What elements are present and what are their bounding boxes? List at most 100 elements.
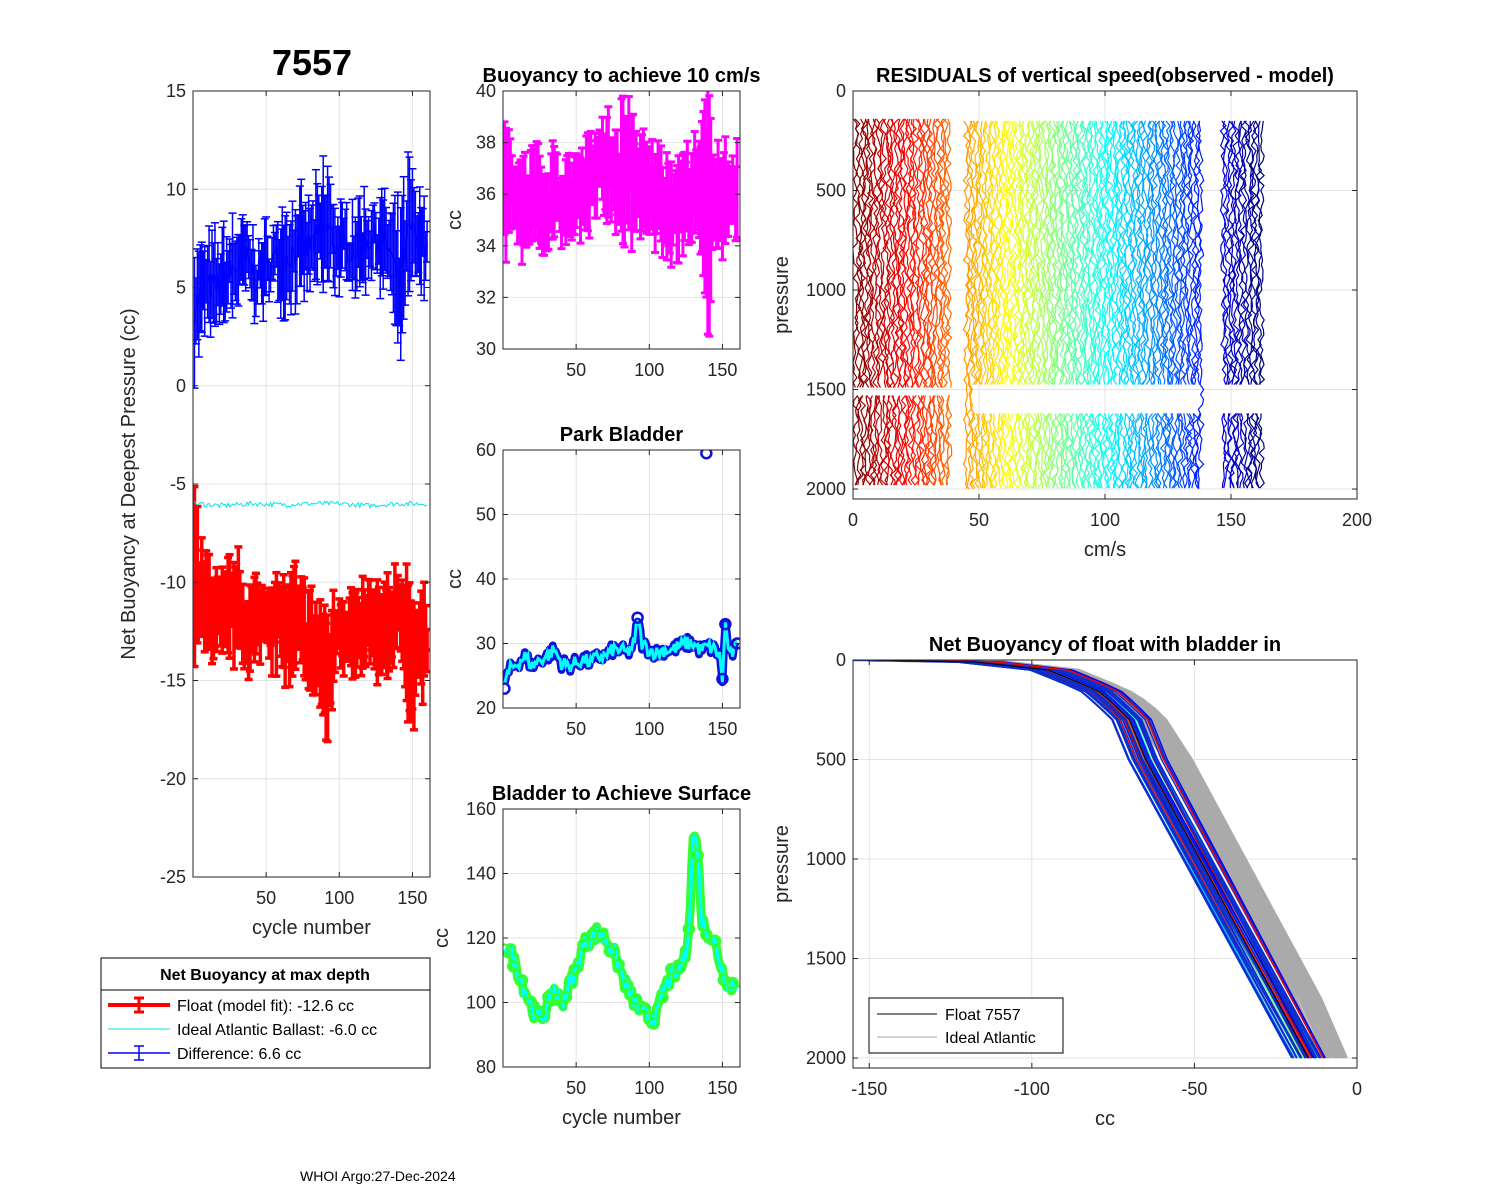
residual-profile bbox=[1257, 120, 1266, 386]
park-bladder-axes: 50 100 150 20 30 40 50 60 Park Bladder cc bbox=[444, 424, 741, 739]
data-point bbox=[594, 928, 608, 941]
residual-profile bbox=[1093, 413, 1101, 489]
data-point bbox=[647, 1017, 660, 1030]
residual-profile bbox=[1239, 120, 1248, 385]
data-point bbox=[621, 978, 634, 992]
residual-profile bbox=[1041, 412, 1049, 489]
float-profile bbox=[891, 660, 1324, 1059]
residual-profile bbox=[1028, 413, 1036, 489]
residual-profile bbox=[1001, 413, 1008, 489]
residual-profile bbox=[1144, 413, 1151, 489]
y-tick-label: 500 bbox=[816, 750, 846, 770]
residual-profile bbox=[1222, 120, 1230, 385]
data-point bbox=[515, 974, 529, 987]
residual-profile bbox=[1103, 120, 1112, 385]
y-tick-label: -10 bbox=[160, 572, 186, 592]
residual-profile bbox=[1025, 120, 1034, 385]
residual-profile bbox=[1106, 120, 1114, 385]
plot-content bbox=[853, 118, 1266, 490]
y-tick-label: 120 bbox=[466, 928, 496, 948]
residual-profile bbox=[1131, 413, 1139, 489]
residual-profile bbox=[1066, 412, 1074, 489]
residual-profile bbox=[1101, 413, 1109, 489]
residual-profile bbox=[1051, 413, 1059, 489]
legend2-float-label: Float 7557 bbox=[945, 1007, 1021, 1024]
residual-profile bbox=[859, 118, 867, 388]
y-tick-label: -20 bbox=[160, 769, 186, 789]
residual-profile bbox=[1015, 120, 1023, 385]
data-point bbox=[503, 682, 511, 695]
x-tick-label: 50 bbox=[566, 1078, 586, 1098]
residual-profile bbox=[973, 413, 981, 489]
chart-title: Buoyancy to achieve 10 cm/s bbox=[483, 65, 761, 87]
float-profile bbox=[898, 660, 1326, 1059]
y-tick-label: 32 bbox=[476, 287, 496, 307]
data-point bbox=[656, 991, 669, 1004]
data-point bbox=[673, 961, 687, 974]
residual-profile bbox=[1255, 120, 1263, 385]
float-profile bbox=[853, 660, 1302, 1059]
residual-profile bbox=[1164, 120, 1172, 385]
data-point bbox=[629, 992, 643, 1006]
residual-profile bbox=[1194, 120, 1202, 385]
plot-content bbox=[503, 831, 740, 1030]
series-line-buoyancy bbox=[503, 155, 739, 223]
residual-profile bbox=[1222, 413, 1230, 489]
residual-profile bbox=[1224, 120, 1233, 385]
residual-profile bbox=[887, 395, 894, 486]
y-tick-label: 30 bbox=[476, 339, 496, 359]
data-point bbox=[682, 922, 696, 936]
legend-difference-label: Difference: 6.6 cc bbox=[177, 1046, 301, 1063]
residual-profile bbox=[1051, 120, 1059, 385]
data-point bbox=[700, 928, 713, 941]
x-tick-label: 100 bbox=[634, 1078, 664, 1098]
residual-profile bbox=[861, 395, 870, 486]
residual-profile bbox=[1091, 413, 1099, 489]
x-tick-label: 0 bbox=[848, 510, 858, 530]
residual-profile bbox=[907, 118, 915, 388]
residual-profile bbox=[1246, 413, 1253, 489]
residual-profile bbox=[914, 118, 923, 388]
legend-title: Net Buoyancy at max depth bbox=[160, 967, 370, 984]
residual-profile bbox=[1165, 413, 1172, 489]
y-tick-label: 1500 bbox=[806, 380, 846, 400]
residual-profile bbox=[940, 395, 946, 486]
residual-profile bbox=[1162, 412, 1170, 489]
residual-profile bbox=[869, 395, 877, 486]
residual-profile bbox=[1230, 412, 1238, 489]
data-point bbox=[631, 611, 644, 624]
residual-profile bbox=[1038, 413, 1045, 489]
ideal-profile bbox=[884, 660, 1348, 1059]
y-tick-label: 2000 bbox=[806, 479, 846, 499]
residual-profile bbox=[1060, 120, 1069, 385]
residual-profile bbox=[1156, 120, 1165, 385]
residual-profile bbox=[972, 120, 981, 385]
legend-swatch-float bbox=[108, 996, 170, 1014]
y-tick-label: 100 bbox=[466, 993, 496, 1013]
residual-profile bbox=[1182, 413, 1189, 489]
x-tick-label: 50 bbox=[566, 719, 586, 739]
residual-profile bbox=[1071, 413, 1079, 489]
residual-profile bbox=[1235, 413, 1242, 489]
residual-profile bbox=[980, 120, 988, 385]
residual-profile bbox=[1118, 120, 1127, 385]
y-tick-label: 38 bbox=[476, 133, 496, 153]
residual-profile bbox=[1073, 120, 1081, 385]
residual-profile bbox=[1005, 120, 1013, 385]
residual-profile bbox=[884, 118, 892, 388]
chart-title: Net Buoyancy of float with bladder in bbox=[929, 634, 1281, 656]
residual-profile bbox=[1174, 120, 1182, 385]
residual-profile bbox=[990, 413, 997, 489]
y-tick-label: 36 bbox=[476, 184, 496, 204]
net-buoyancy-axes: 50 100 150 -25 -20 -15 -10 -5 0 5 10 15 cycle number… bbox=[118, 81, 431, 939]
residual-profile bbox=[1146, 120, 1155, 385]
plot-content bbox=[503, 91, 740, 338]
float-profile bbox=[864, 660, 1312, 1059]
y-tick-label: -5 bbox=[170, 474, 186, 494]
y-tick-label: 160 bbox=[466, 799, 496, 819]
residual-profile bbox=[859, 395, 867, 486]
y-tick-label: 50 bbox=[476, 505, 496, 525]
residual-profile bbox=[1083, 120, 1092, 385]
residual-profile bbox=[1104, 413, 1111, 489]
